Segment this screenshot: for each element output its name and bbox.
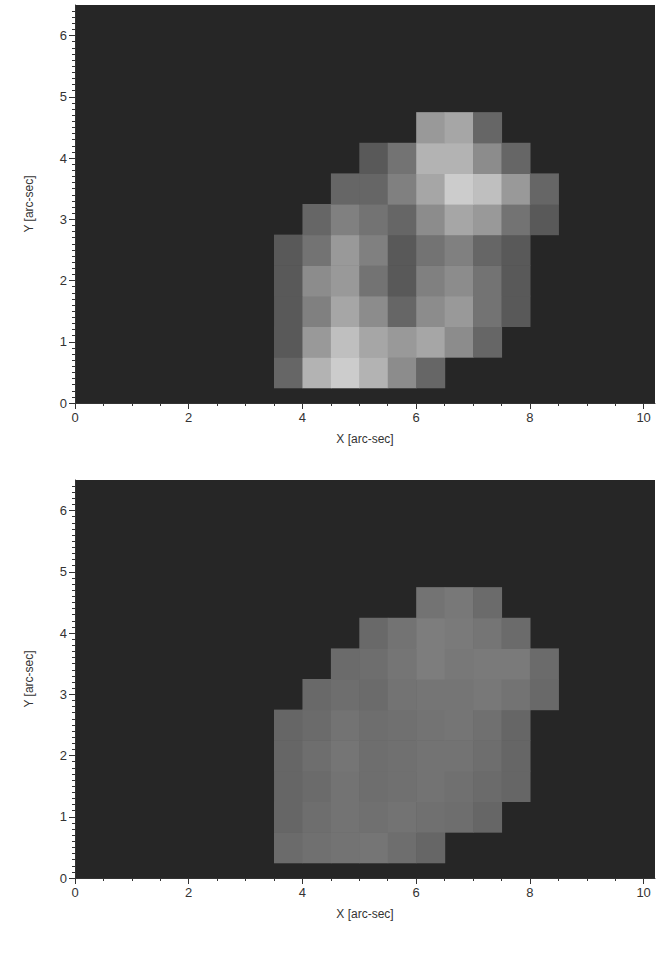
svg-text:8: 8 bbox=[526, 410, 533, 425]
svg-text:X [arc-sec]: X [arc-sec] bbox=[336, 907, 393, 921]
svg-text:2: 2 bbox=[60, 273, 67, 288]
svg-text:0: 0 bbox=[71, 410, 78, 425]
svg-text:4: 4 bbox=[60, 151, 67, 166]
svg-text:2: 2 bbox=[185, 410, 192, 425]
svg-text:2: 2 bbox=[185, 885, 192, 900]
svg-text:Y [arc-sec]: Y [arc-sec] bbox=[22, 650, 36, 707]
svg-text:6: 6 bbox=[60, 28, 67, 43]
svg-text:10: 10 bbox=[636, 410, 650, 425]
svg-text:Y [arc-sec]: Y [arc-sec] bbox=[22, 175, 36, 232]
svg-text:3: 3 bbox=[60, 212, 67, 227]
svg-text:6: 6 bbox=[413, 885, 420, 900]
svg-text:4: 4 bbox=[299, 410, 306, 425]
svg-text:4: 4 bbox=[299, 885, 306, 900]
svg-text:5: 5 bbox=[60, 89, 67, 104]
svg-text:8: 8 bbox=[526, 885, 533, 900]
svg-text:0: 0 bbox=[60, 871, 67, 886]
svg-text:6: 6 bbox=[60, 503, 67, 518]
svg-text:3: 3 bbox=[60, 687, 67, 702]
svg-text:4: 4 bbox=[60, 626, 67, 641]
svg-text:X [arc-sec]: X [arc-sec] bbox=[336, 432, 393, 446]
svg-text:2: 2 bbox=[60, 748, 67, 763]
svg-text:10: 10 bbox=[636, 885, 650, 900]
svg-text:6: 6 bbox=[413, 410, 420, 425]
svg-text:0: 0 bbox=[60, 396, 67, 411]
svg-text:5: 5 bbox=[60, 564, 67, 579]
svg-text:0: 0 bbox=[71, 885, 78, 900]
svg-text:1: 1 bbox=[60, 334, 67, 349]
svg-text:1: 1 bbox=[60, 809, 67, 824]
